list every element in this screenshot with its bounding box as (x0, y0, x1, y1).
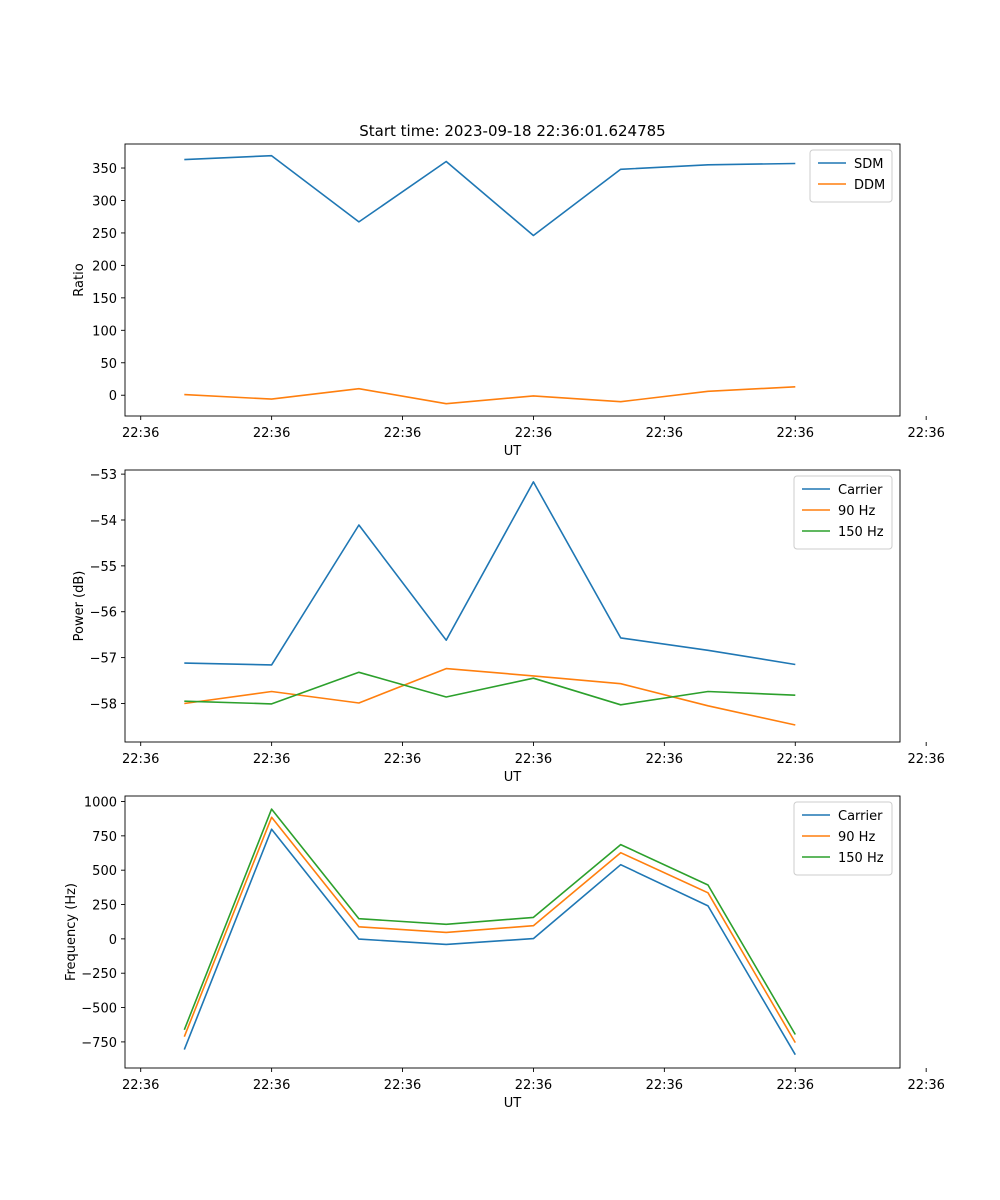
y-tick-label: 350 (92, 162, 117, 177)
y-tick-label: 250 (92, 899, 117, 914)
series-line-150-hz (183, 808, 796, 1035)
chart-panel-2: 22:36 22:36 22:36 22:36 22:36 22:36 22:36 UT −58… (72, 468, 945, 785)
x-tick-label: 22:36 (515, 426, 552, 441)
x-tick-label: 22:36 (907, 426, 944, 441)
y-tick-label: −55 (90, 560, 117, 575)
axes-frame (124, 795, 901, 1069)
x-tick-label: 22:36 (907, 752, 944, 767)
x-tick-label: 22:36 (646, 1078, 683, 1093)
legend-label: DDM (854, 178, 885, 193)
legend: SDM DDM (809, 149, 893, 203)
y-tick-label: 300 (92, 194, 117, 209)
series-line-carrier (184, 481, 796, 666)
x-tick-label: 22:36 (384, 752, 421, 767)
y-tick-label: 200 (92, 259, 117, 274)
x-tick-label: 22:36 (646, 426, 683, 441)
y-tick-label: −750 (81, 1036, 117, 1051)
legend: Carrier 90 Hz 150 Hz (793, 801, 893, 876)
y-tick-label: −56 (90, 606, 117, 621)
legend-label: 90 Hz (838, 504, 875, 519)
y-tick-label: 500 (92, 864, 117, 879)
x-tick-label: 22:36 (777, 1078, 814, 1093)
y-tick-label: 0 (109, 389, 117, 404)
y-axis-label: Frequency (Hz) (64, 883, 79, 981)
x-tick-label: 22:36 (253, 752, 290, 767)
legend-label: 150 Hz (838, 851, 884, 866)
x-tick-label: 22:36 (907, 1078, 944, 1093)
x-tick-label: 22:36 (122, 426, 159, 441)
y-axis-label: Ratio (72, 263, 87, 296)
x-tick-label: 22:36 (777, 752, 814, 767)
axes-frame (124, 469, 901, 743)
x-tick-label: 22:36 (646, 752, 683, 767)
y-tick-label: −57 (90, 652, 117, 667)
legend-label: Carrier (838, 809, 883, 824)
y-tick-label: 750 (92, 830, 117, 845)
y-tick-label: 50 (100, 357, 117, 372)
x-tick-label: 22:36 (384, 1078, 421, 1093)
series-line-90-hz (183, 816, 796, 1044)
x-tick-label: 22:36 (515, 1078, 552, 1093)
x-axis-label: UT (504, 1096, 522, 1111)
series-line-ddm (184, 386, 796, 405)
legend-label: SDM (854, 157, 883, 172)
x-tick-label: 22:36 (122, 752, 159, 767)
series-line-150-hz (184, 671, 796, 706)
y-tick-label: 1000 (84, 795, 117, 810)
axes-frame (124, 143, 901, 417)
legend-label: 150 Hz (838, 525, 884, 540)
series-line-90-hz (184, 667, 796, 726)
series-line-carrier (183, 828, 796, 1056)
x-axis-label: UT (504, 444, 522, 459)
y-tick-label: −54 (90, 514, 117, 529)
y-tick-label: 0 (109, 933, 117, 948)
chart-panel-1: Start time: 2023-09-18 22:36:01.624785 22… (72, 122, 945, 459)
legend: Carrier 90 Hz 150 Hz (793, 475, 893, 550)
y-tick-label: 250 (92, 227, 117, 242)
x-tick-label: 22:36 (777, 426, 814, 441)
x-tick-label: 22:36 (384, 426, 421, 441)
legend-label: 90 Hz (838, 830, 875, 845)
chart-panel-3: 22:36 22:36 22:36 22:36 22:36 22:36 22:36 UT −75… (64, 795, 945, 1111)
series-line-sdm (184, 154, 796, 237)
x-tick-label: 22:36 (515, 752, 552, 767)
y-tick-label: −58 (90, 697, 117, 712)
x-tick-label: 22:36 (253, 426, 290, 441)
y-tick-label: 100 (92, 324, 117, 339)
y-tick-label: −53 (90, 468, 117, 483)
x-tick-label: 22:36 (122, 1078, 159, 1093)
y-tick-label: 150 (92, 292, 117, 307)
y-tick-label: −500 (81, 1002, 117, 1017)
legend-label: Carrier (838, 483, 883, 498)
y-tick-label: −250 (81, 967, 117, 982)
chart-title: Start time: 2023-09-18 22:36:01.624785 (359, 122, 665, 140)
x-axis-label: UT (504, 770, 522, 785)
y-axis-label: Power (dB) (72, 571, 87, 642)
x-tick-label: 22:36 (253, 1078, 290, 1093)
